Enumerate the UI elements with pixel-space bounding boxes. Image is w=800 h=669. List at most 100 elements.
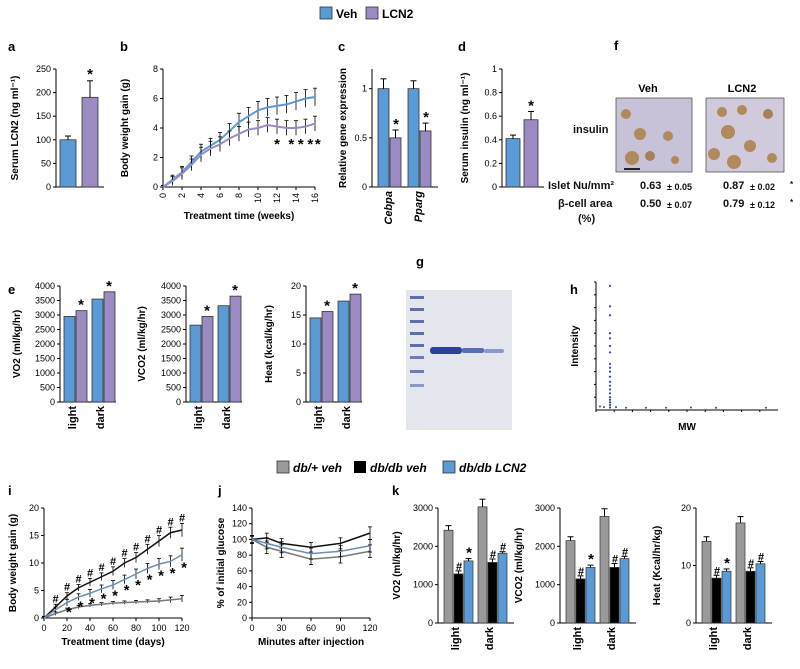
e-mark: * xyxy=(790,180,794,189)
bar-dark-veh xyxy=(337,300,350,403)
y-tick-label: 50 xyxy=(41,158,51,168)
significance-star: * xyxy=(66,604,72,621)
bar-dark-veh xyxy=(91,298,104,403)
y-axis-label: VO2 (ml/kg/hr) xyxy=(12,310,23,378)
significance-mark: # xyxy=(714,565,720,577)
significance-star: * xyxy=(307,136,313,153)
y-axis-label: Body weight gain (g) xyxy=(120,79,131,177)
panel-label: a xyxy=(8,39,16,54)
y-tick-label: 3000 xyxy=(161,310,181,320)
y-tick-label: 20 xyxy=(29,503,39,513)
data-point xyxy=(608,398,612,401)
y-tick-label: 8 xyxy=(153,64,158,74)
e-row-beta: β-cell area (%) 0.50 ± 0.07 0.79 ± 0.12 … xyxy=(548,198,800,228)
e-lcn2-value: 0.79 xyxy=(723,198,745,210)
significance-mark: # xyxy=(622,546,628,558)
significance-star: * xyxy=(288,136,294,153)
y-tick-label: 0 xyxy=(242,613,247,623)
category-label-dark: dark xyxy=(95,405,107,429)
y-tick-label: 20 xyxy=(291,281,301,291)
category-label-light: light xyxy=(450,627,462,651)
data-point xyxy=(608,403,612,406)
y-tick-label: 1 xyxy=(362,84,367,94)
y-tick-label: 15 xyxy=(29,531,39,541)
data-point xyxy=(608,366,612,369)
e-row-label-unit: (%) xyxy=(578,213,596,225)
e-veh-value: 0.50 xyxy=(640,198,662,210)
data-point xyxy=(608,388,612,391)
panel-label: i xyxy=(8,483,12,498)
x-tick-label: 80 xyxy=(131,623,141,633)
bar-dark xyxy=(609,567,620,624)
x-tick-label: 20 xyxy=(62,623,72,633)
significance-mark: # xyxy=(612,554,618,566)
legend-bottom: db/+ veh db/db veh db/db LCN2 xyxy=(0,455,800,479)
x-axis-label: Treatment time (days) xyxy=(61,637,164,648)
significance-star: * xyxy=(324,298,330,315)
y-tick-label: 3500 xyxy=(161,296,181,306)
y-tick-label: 0.2 xyxy=(484,158,497,168)
bar-light-lcn2 xyxy=(75,310,88,403)
significance-star: * xyxy=(89,595,95,612)
data-point xyxy=(608,305,612,308)
data-point xyxy=(599,405,601,408)
y-tick-label: 500 xyxy=(166,383,181,393)
bar-pparg-veh xyxy=(407,88,420,188)
y-tick-label: 0 xyxy=(296,397,301,407)
data-point xyxy=(608,332,612,335)
significance-hash: # xyxy=(75,573,81,585)
significance-star: * xyxy=(352,280,358,297)
x-tick-label: 4 xyxy=(196,193,206,198)
y-tick-label: 1 xyxy=(492,64,497,74)
bar-light-veh xyxy=(189,324,202,403)
legend-swatch-veh xyxy=(319,6,333,20)
legend-label-dbplus: db/+ veh xyxy=(293,461,342,475)
significance-star: * xyxy=(78,598,84,615)
x-tick-label: 60 xyxy=(108,623,118,633)
y-tick-label: 100 xyxy=(36,135,51,145)
x-tick-label: 120 xyxy=(174,623,189,633)
data-point xyxy=(608,380,612,383)
significance-mark: # xyxy=(578,566,584,578)
e-title-lcn2: LCN2 xyxy=(728,83,757,95)
data-point xyxy=(608,396,612,399)
bar-light xyxy=(721,570,732,624)
data-point xyxy=(765,406,767,409)
y-tick-label: 140 xyxy=(232,503,247,513)
data-point xyxy=(608,362,612,366)
y-tick-label: 2000 xyxy=(413,541,433,551)
panel-label: d xyxy=(458,39,466,54)
y-tick-label: 0 xyxy=(46,182,51,192)
legend-label-dbdb-lcn2: db/db LCN2 xyxy=(459,461,527,475)
y-axis-label: Heat (Kcal/hr/kg) xyxy=(652,526,663,605)
y-tick-label: 0 xyxy=(550,618,555,628)
y-tick-label: 0 xyxy=(50,397,55,407)
y-axis-label: % of initial glucose xyxy=(216,517,227,608)
bar-dark xyxy=(497,552,508,624)
x-tick-label: 6 xyxy=(215,193,225,198)
y-tick-label: 0 xyxy=(34,613,39,623)
e-lcn2-err: ± 0.02 xyxy=(750,182,775,192)
significance-star: * xyxy=(181,559,187,576)
bar-dark xyxy=(599,516,610,624)
legend-label-dbdb: db/db veh xyxy=(370,461,427,475)
y-tick-label: 2000 xyxy=(535,541,555,551)
bar-dark xyxy=(735,522,746,624)
x-tick-label: 120 xyxy=(362,623,377,633)
data-point xyxy=(608,284,612,287)
series-line xyxy=(251,538,371,560)
category-label-light: light xyxy=(708,627,720,651)
bar-dark-lcn2 xyxy=(103,291,116,403)
panel-label-e: f xyxy=(614,38,619,53)
data-point xyxy=(608,351,612,354)
data-point xyxy=(603,406,605,409)
legend-swatch-dbplus xyxy=(276,460,290,474)
y-tick-label: 0 xyxy=(492,182,497,192)
bar-pparg-lcn2 xyxy=(419,130,432,188)
category-label-dark: dark xyxy=(742,626,754,650)
x-tick-label: 40 xyxy=(85,623,95,633)
y-axis-label: Heat (kcal/kg/hr) xyxy=(264,305,275,383)
panel-e: f Veh LCN2 xyxy=(610,36,800,236)
x-axis-label: Treatment time (weeks) xyxy=(184,211,295,222)
y-axis-label: Relative gene expression xyxy=(338,68,349,188)
